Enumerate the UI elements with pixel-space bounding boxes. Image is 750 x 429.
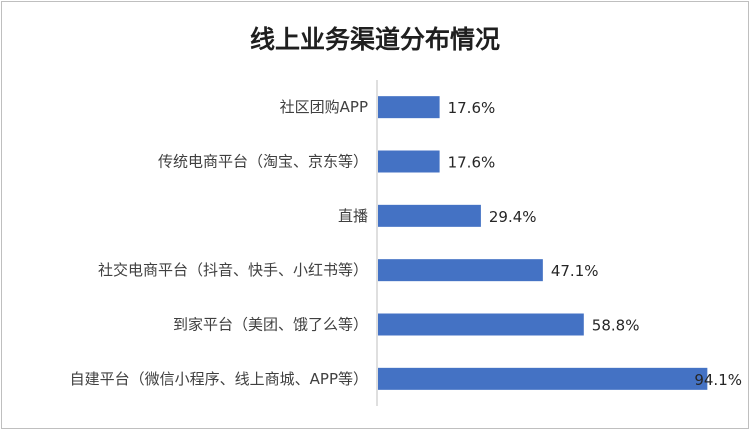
bar-5 bbox=[378, 367, 708, 390]
value-label-1: 17.6% bbox=[448, 154, 496, 172]
value-label-3: 47.1% bbox=[551, 262, 599, 280]
category-label-3: 社交电商平台（抖音、快手、小红书等） bbox=[98, 261, 368, 279]
category-label-1: 传统电商平台（淘宝、京东等） bbox=[158, 153, 368, 171]
chart-title: 线上业务渠道分布情况 bbox=[250, 25, 500, 54]
value-label-2: 29.4% bbox=[489, 208, 537, 226]
bars-layer: 社区团购APP 17.6% 传统电商平台（淘宝、京东等） 17.6% 直播 29.4% 社交… bbox=[70, 96, 742, 390]
category-label-2: 直播 bbox=[338, 207, 368, 225]
value-label-0: 17.6% bbox=[448, 99, 496, 117]
category-label-4: 到家平台（美团、饿了么等） bbox=[173, 316, 368, 334]
value-label-4: 58.8% bbox=[592, 317, 640, 335]
bar-2 bbox=[378, 204, 481, 227]
bar-3 bbox=[378, 259, 543, 282]
category-label-0: 社区团购APP bbox=[280, 98, 368, 116]
bar-0 bbox=[378, 96, 440, 119]
category-label-5: 自建平台（微信小程序、线上商城、APP等） bbox=[70, 370, 368, 388]
bar-4 bbox=[378, 313, 584, 336]
value-label-5: 94.1% bbox=[694, 371, 742, 389]
bar-1 bbox=[378, 150, 440, 173]
